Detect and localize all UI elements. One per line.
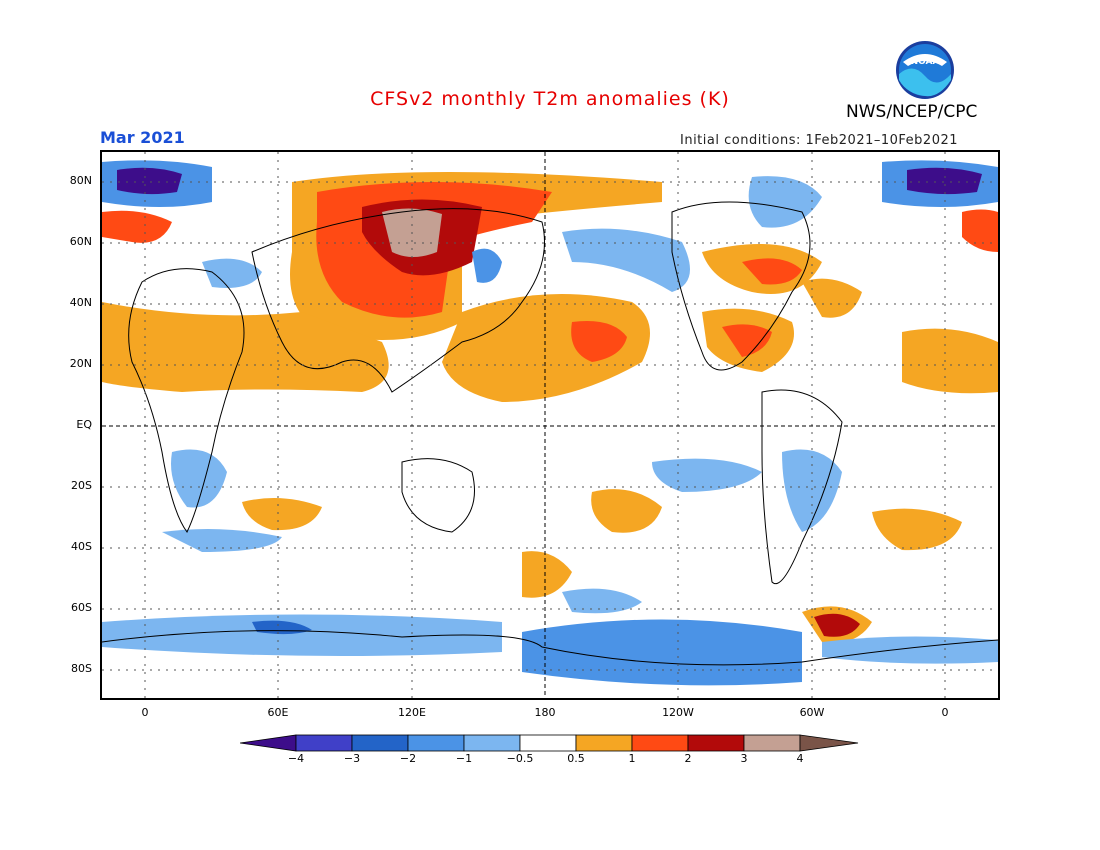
lat-label: 40S bbox=[71, 540, 92, 553]
colorbar-label: 0.5 bbox=[567, 752, 585, 765]
warm-anomalies bbox=[102, 172, 998, 643]
organization-label: NWS/NCEP/CPC bbox=[846, 102, 978, 122]
colorbar-label: 3 bbox=[740, 752, 748, 765]
coastlines bbox=[102, 201, 998, 666]
logo-text: NOAA bbox=[911, 57, 940, 67]
lat-label: 80S bbox=[71, 662, 92, 675]
forecast-month: Mar 2021 bbox=[100, 128, 185, 147]
lat-label: 60N bbox=[69, 235, 92, 248]
noaa-logo: NOAA bbox=[895, 40, 955, 100]
colorbar-label: −0.5 bbox=[506, 752, 534, 765]
lon-label: 60W bbox=[799, 706, 825, 719]
lat-label: 60S bbox=[71, 601, 92, 614]
initial-conditions: Initial conditions: 1Feb2021–10Feb2021 bbox=[680, 133, 959, 148]
colorbar-label: 2 bbox=[684, 752, 692, 765]
lon-label: 120E bbox=[398, 706, 426, 719]
colorbar-label: 1 bbox=[628, 752, 636, 765]
lon-label: 180 bbox=[534, 706, 556, 719]
lat-label: 20S bbox=[71, 479, 92, 492]
lat-label: 80N bbox=[69, 174, 92, 187]
colorbar-label: −1 bbox=[455, 752, 473, 765]
cold-anomalies bbox=[102, 160, 998, 686]
lon-label: 120W bbox=[662, 706, 694, 719]
lat-label: 20N bbox=[69, 357, 92, 370]
lat-label: EQ bbox=[76, 418, 92, 431]
map-title: CFSv2 monthly T2m anomalies (K) bbox=[370, 88, 730, 110]
lat-label: 40N bbox=[69, 296, 92, 309]
colorbar bbox=[239, 734, 860, 756]
lon-label: 60E bbox=[267, 706, 289, 719]
graticule bbox=[102, 152, 998, 698]
map-canvas bbox=[102, 152, 998, 698]
colorbar-label: 4 bbox=[796, 752, 804, 765]
colorbar-label: −4 bbox=[287, 752, 305, 765]
colorbar-label: −2 bbox=[399, 752, 417, 765]
lon-label: 0 bbox=[141, 706, 149, 719]
colorbar-label: −3 bbox=[343, 752, 361, 765]
lon-label: 0 bbox=[941, 706, 949, 719]
anomaly-map bbox=[100, 150, 1000, 700]
